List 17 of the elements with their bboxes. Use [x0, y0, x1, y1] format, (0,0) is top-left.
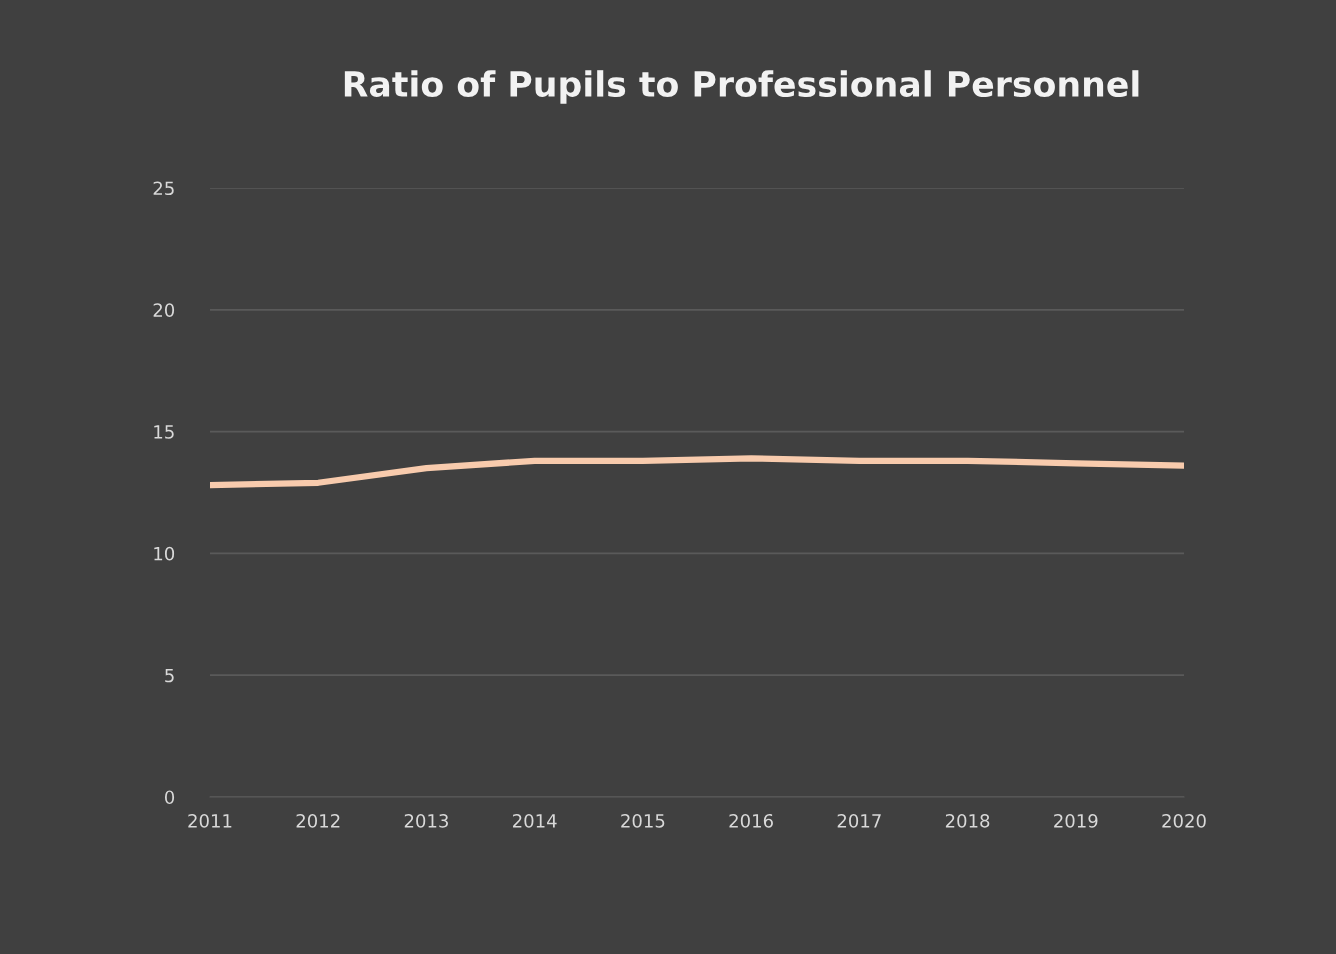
x-tick-label: 2017: [837, 813, 881, 828]
x-tick-label: 2014: [513, 813, 557, 828]
x-tick-label: 2013: [404, 813, 448, 828]
y-tick-label: 0: [164, 790, 175, 805]
x-tick-label: 2019: [1054, 813, 1098, 828]
y-tick-label: 25: [153, 181, 174, 196]
x-tick-label: 2018: [945, 813, 990, 828]
chart-title: Ratio of Pupils to Professional Personnel: [344, 70, 1139, 104]
y-tick-label: 15: [154, 425, 174, 439]
y-tick-label: 20: [153, 303, 175, 317]
x-tick-label: 2011: [188, 813, 232, 828]
x-tick-label: 2012: [296, 813, 340, 828]
y-tick-label: 5: [165, 668, 174, 683]
x-tick-label: 2015: [621, 813, 665, 828]
x-tick-label: 2016: [729, 813, 773, 828]
x-tick-label: 2020: [1162, 813, 1206, 828]
y-tick-label: 10: [154, 546, 175, 561]
